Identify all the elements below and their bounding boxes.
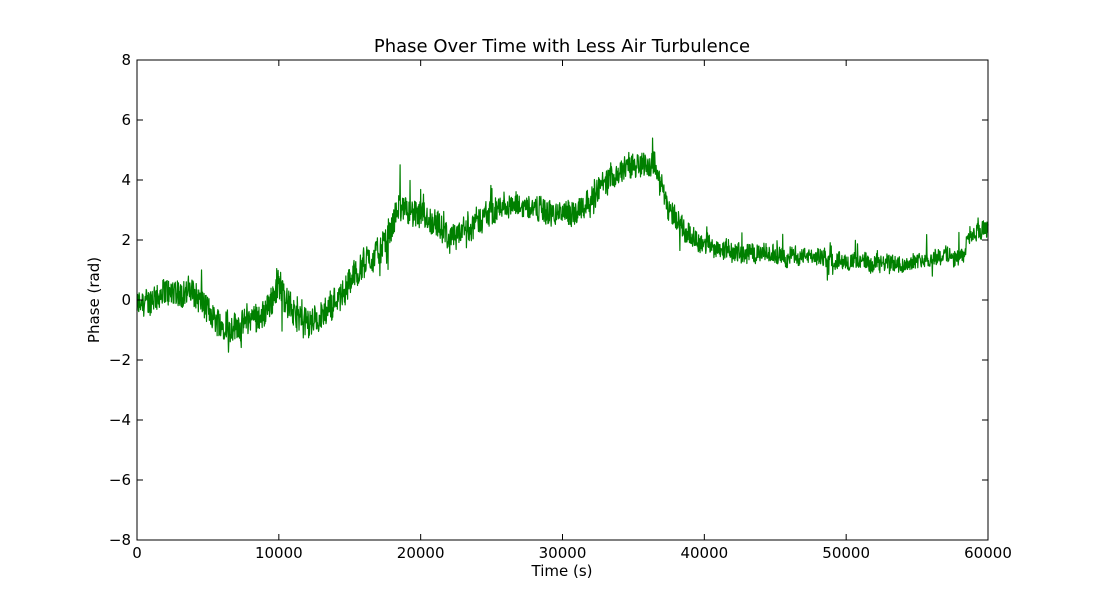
y-axis-title: Phase (rad) (85, 257, 103, 343)
y-tick-label: 0 (121, 291, 131, 309)
x-tick-label: 30000 (539, 544, 587, 562)
x-tick-label: 10000 (255, 544, 303, 562)
x-axis-title: Time (s) (531, 562, 593, 580)
x-tick-label: 0 (132, 544, 142, 562)
series-line-0 (136, 137, 989, 353)
x-tick-label: 60000 (964, 544, 1012, 562)
x-tick-label: 40000 (680, 544, 728, 562)
x-tick-label: 50000 (822, 544, 870, 562)
plot-background (137, 60, 988, 540)
y-tick-label: 2 (121, 231, 131, 249)
y-tick-label: −6 (109, 471, 131, 489)
x-tick-label: 20000 (397, 544, 445, 562)
chart-title: Phase Over Time with Less Air Turbulence (374, 36, 750, 57)
y-tick-label: −8 (109, 531, 131, 549)
series-layer (136, 137, 989, 353)
y-tick-label: 8 (121, 51, 131, 69)
y-tick-label: −4 (109, 411, 131, 429)
plot-area (137, 60, 988, 540)
y-tick-label: −2 (109, 351, 131, 369)
y-tick-label: 4 (121, 171, 131, 189)
tick-layer: 0 10000 20000 30000 40000 50000 60000 −8 −6 −4 −2 0… (109, 51, 1012, 562)
y-tick-label: 6 (121, 111, 131, 129)
